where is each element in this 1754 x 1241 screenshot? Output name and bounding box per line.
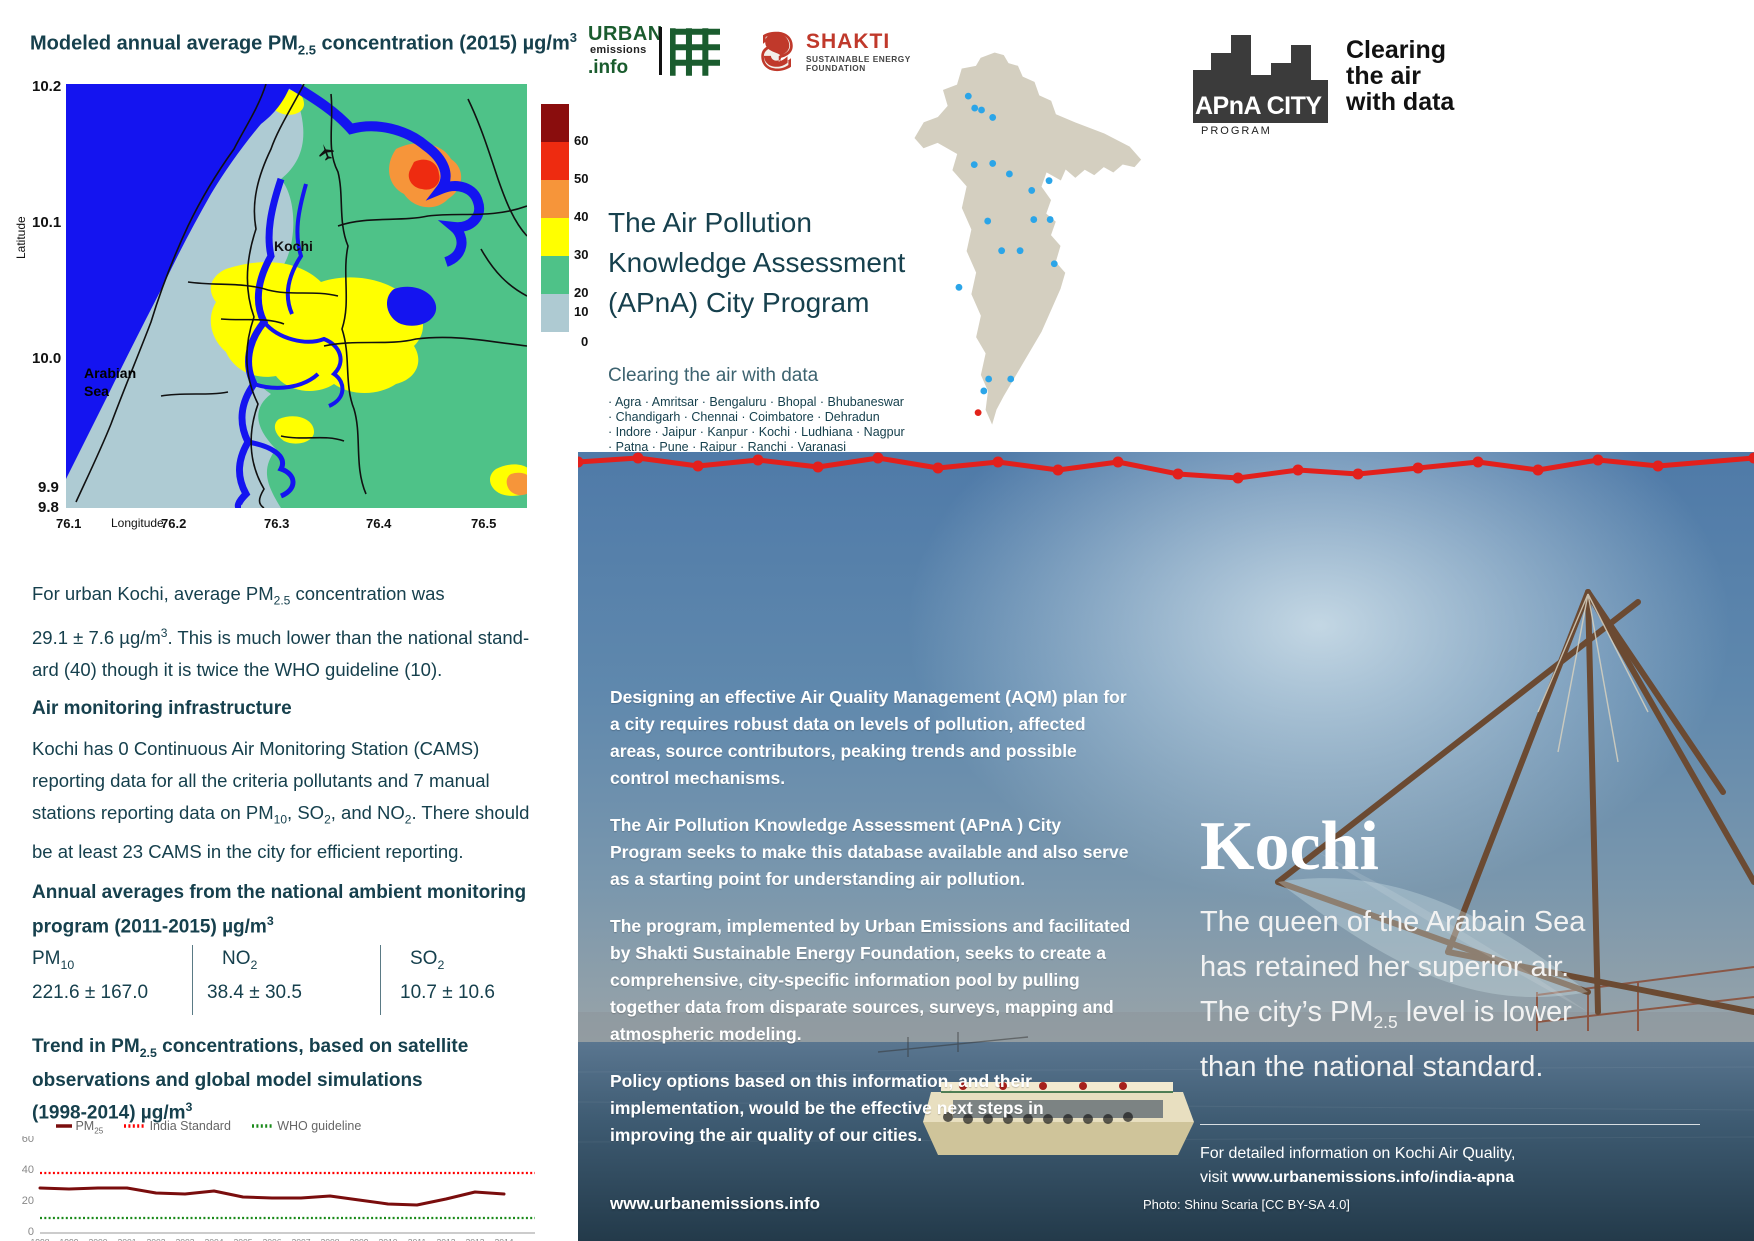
svg-text:1998: 1998: [30, 1237, 49, 1241]
svg-text:2014: 2014: [494, 1237, 513, 1241]
svg-text:APnA CITY: APnA CITY: [1195, 92, 1322, 120]
svg-text:20: 20: [22, 1195, 34, 1207]
svg-text:2002: 2002: [146, 1237, 165, 1241]
svg-text:2001: 2001: [117, 1237, 136, 1241]
svg-text:2009: 2009: [349, 1237, 368, 1241]
svg-text:40: 40: [22, 1164, 34, 1176]
svg-text:2008: 2008: [320, 1237, 339, 1241]
svg-text:2011: 2011: [408, 1237, 427, 1241]
svg-text:2005: 2005: [233, 1237, 252, 1241]
svg-text:2000: 2000: [88, 1237, 107, 1241]
svg-text:2012: 2012: [436, 1237, 455, 1241]
svg-text:2006: 2006: [262, 1237, 281, 1241]
svg-text:2004: 2004: [204, 1237, 223, 1241]
svg-text:2013: 2013: [465, 1237, 484, 1241]
svg-text:1999: 1999: [59, 1237, 78, 1241]
svg-text:2007: 2007: [291, 1237, 310, 1241]
svg-text:2003: 2003: [175, 1237, 194, 1241]
svg-text:60: 60: [22, 1136, 34, 1145]
